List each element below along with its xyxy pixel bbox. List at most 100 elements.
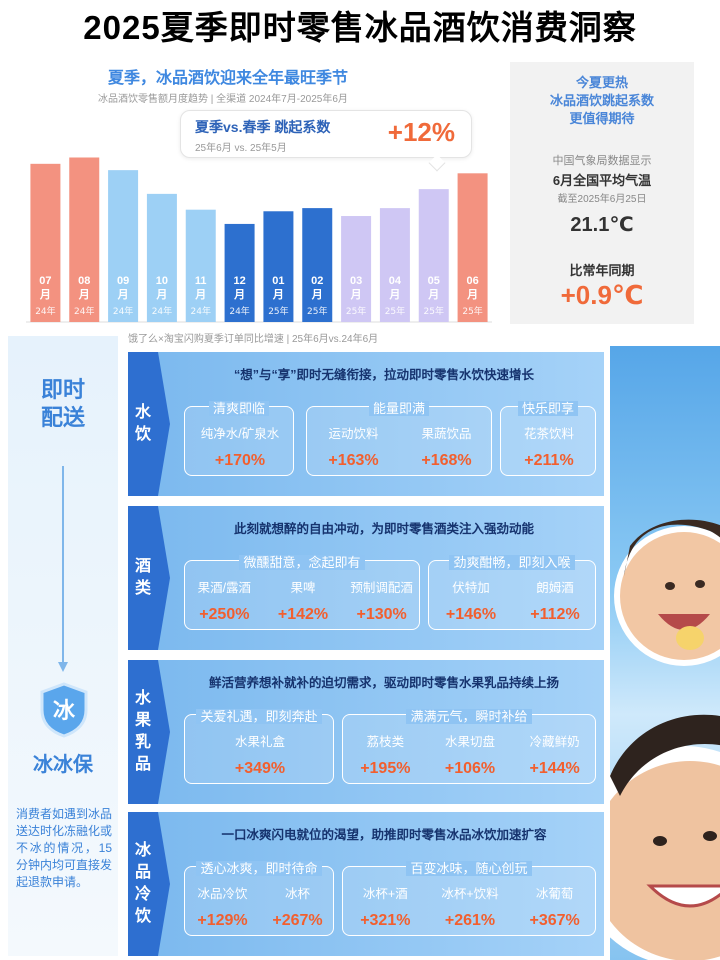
metric-value: +168%: [421, 452, 472, 469]
metric-group: 关爱礼遇，即刻奔赴水果礼盒 +349%: [184, 709, 335, 784]
bar-month-unit: 月: [388, 288, 400, 301]
section-label-char: 果: [134, 712, 151, 729]
section-label: 水饮: [128, 402, 158, 446]
metric-group: 透心冰爽，即时待命 冰品冷饮 +129% 冰杯 +267%: [184, 861, 335, 936]
bar-month-label: 07: [39, 275, 51, 287]
section-label-char: 水: [134, 690, 151, 707]
metric-group-title-text: 关爱礼遇，即刻奔赴: [196, 709, 322, 724]
metric-name: 纯净水/矿泉水: [200, 427, 280, 441]
metric-group: 劲爽酣畅，即刻入喉 伏特加 +146% 朗姆酒 +112%: [428, 555, 597, 630]
bar: [302, 208, 333, 322]
delivery-line: 配送: [40, 405, 85, 430]
metric-group-title: 微醺甜意，念起即有: [185, 552, 419, 572]
metric-group-title-text: 满满元气，瞬时补给: [406, 709, 532, 724]
metric-item: 水果礼盒 +349%: [185, 731, 335, 778]
temperature-delta: +0.9℃: [560, 280, 644, 310]
bar-year-label: 25年: [346, 305, 366, 317]
bar-month-unit: 月: [78, 288, 90, 301]
metric-item: 果蔬饮品 +168%: [400, 423, 493, 470]
metric-value: +163%: [328, 452, 379, 469]
temperature-panel: 今夏更热 冰品酒饮跳起系数 更值得期待 中国气象局数据显示 6月全国平均气温 截…: [510, 62, 694, 324]
bar-year-label: 24年: [113, 305, 133, 317]
bar-month-unit: 月: [194, 288, 206, 301]
bar: [457, 173, 488, 322]
bar: [146, 193, 177, 322]
metric-value: +170%: [214, 452, 266, 469]
metric-item: 花茶饮料 +211%: [501, 423, 597, 470]
callout-subtitle: 25年6月 vs. 25年5月: [195, 143, 287, 154]
bar-month-unit: 月: [233, 288, 245, 301]
metric-group-title-text: 劲爽酣畅，即刻入喉: [449, 555, 575, 570]
metric-group-title: 关爱礼遇，即刻奔赴: [185, 706, 333, 726]
bar: [379, 208, 410, 322]
bar-month-label: 02: [311, 275, 323, 287]
section-label-char: 饮: [134, 426, 151, 443]
bar-month-label: 10: [156, 275, 168, 287]
temperature-source: 中国气象局数据显示: [552, 155, 652, 167]
uplift-callout: 夏季vs.春季 跳起系数 25年6月 vs. 25年5月 +12%: [180, 110, 472, 172]
metric-item: 朗姆酒 +112%: [513, 577, 597, 624]
bar-year-label: 25年: [424, 305, 444, 317]
metric-group-title: 能量即满: [307, 398, 491, 418]
bar-month-label: 08: [78, 275, 90, 287]
metric-name: 花茶饮料: [523, 427, 574, 441]
photo-column: [610, 346, 720, 960]
metric-value: +112%: [530, 606, 580, 623]
metric-name: 冷藏鲜奶: [529, 735, 580, 749]
temperature-compare-label: 比常年同期: [569, 263, 635, 278]
left-column: 即时 配送 冰 冰冰保 消费者如遇到冰品送达时化冻融化或不冰的情况，15分钟内均…: [8, 336, 118, 956]
children-photo: [610, 519, 720, 960]
section-headline: 鲜活营养想补就补的迫切需求，驱动即时零售水果乳品持续上扬: [208, 676, 559, 690]
delivery-line: 即时: [40, 377, 85, 402]
metric-name: 冰杯+酒: [362, 887, 408, 901]
section-tab: [128, 506, 158, 650]
bar-month-unit: 月: [155, 288, 167, 301]
metric-value: +211%: [524, 452, 574, 469]
bar: [341, 216, 372, 322]
metric-name: 朗姆酒: [536, 581, 574, 595]
section-tab-arrow: [158, 812, 170, 956]
section-label: 水果乳品: [128, 688, 158, 776]
metric-item: 果啤 +142%: [264, 577, 343, 624]
category-section: 冰品冷饮一口冰爽闪电就位的渴望，助推即时零售冰品冰饮加速扩容 透心冰爽，即时待命冰…: [128, 812, 604, 956]
metric-value: +130%: [356, 606, 407, 623]
category-section: 水饮 “想”与“享”即时无缝衔接，拉动即时零售水饮快速增长 清爽即临 纯净水/矿泉水 +…: [128, 352, 604, 496]
section-tab: [128, 812, 158, 956]
bar-month-label: 09: [117, 275, 129, 287]
bar-month-label: 04: [389, 275, 402, 287]
bar-month-label: 06: [466, 275, 478, 287]
metric-value: +195%: [360, 760, 411, 777]
metric-item: 运动饮料 +163%: [307, 423, 400, 470]
temperature-label: 6月全国平均气温: [552, 173, 652, 188]
callout-title: 夏季vs.春季 跳起系数: [195, 119, 331, 135]
bar-year-label: 24年: [35, 305, 55, 317]
bar-month-label: 01: [272, 275, 284, 287]
bar-month-unit: 月: [466, 288, 478, 301]
section-tab-arrow: [158, 506, 170, 650]
metric-value: +144%: [529, 760, 580, 777]
bar-year-label: 24年: [152, 305, 172, 317]
bar-year-label: 25年: [385, 305, 405, 317]
bar: [263, 211, 294, 322]
bar-month-label: 11: [195, 275, 207, 287]
bar-month-unit: 月: [117, 288, 129, 301]
metric-group-title: 清爽即临: [185, 398, 293, 418]
bar: [418, 189, 449, 322]
section-label-char: 酒: [134, 558, 151, 575]
metric-group-title-text: 能量即满: [368, 401, 429, 416]
section-tab-arrow: [158, 660, 170, 804]
metric-group-title-text: 透心冰爽，即时待命: [196, 861, 322, 876]
bar: [69, 157, 100, 322]
section-label-char: 冰: [134, 842, 151, 859]
metric-item: 冰杯+酒 +321%: [343, 883, 428, 930]
section-label: 酒类: [128, 556, 158, 600]
metric-name: 水果礼盒: [234, 735, 285, 749]
shield-glyph: 冰: [53, 699, 76, 724]
bar-month-unit: 月: [350, 288, 362, 301]
metric-name: 果蔬饮品: [421, 427, 472, 441]
delivery-title: 即时 配送: [8, 376, 118, 432]
bar-year-label: 25年: [268, 305, 288, 317]
metric-group-title-text: 百变冰味，随心创玩: [406, 861, 532, 876]
callout-value: +12%: [387, 117, 455, 147]
metric-item: 冰杯 +267%: [260, 883, 335, 930]
